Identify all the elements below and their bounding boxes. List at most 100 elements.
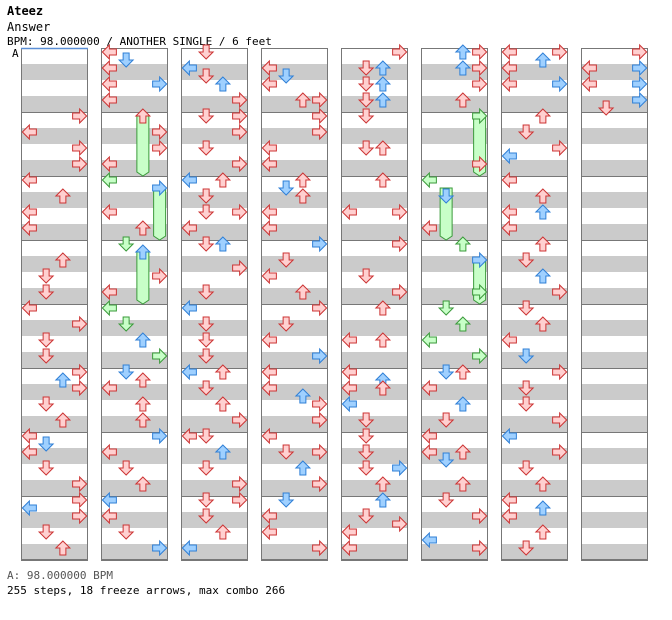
step-arrow: [261, 139, 277, 157]
step-arrow: [261, 523, 277, 541]
step-arrow: [72, 475, 88, 493]
step-arrow: [101, 443, 117, 461]
step-arrow: [374, 172, 392, 188]
beat-stripe: [101, 384, 168, 400]
step-arrow: [312, 235, 328, 253]
step-arrow: [261, 75, 277, 93]
beat-stripe: [341, 416, 408, 432]
beat-stripe: [21, 160, 88, 176]
step-arrow: [454, 92, 472, 108]
step-arrow: [232, 411, 248, 429]
beat-stripe: [341, 224, 408, 240]
step-arrow: [472, 283, 488, 301]
beat-stripe: [181, 384, 248, 400]
beat-stripe: [261, 160, 328, 176]
step-arrow: [501, 59, 517, 77]
beat-stripe: [421, 128, 488, 144]
beat-stripe: [421, 224, 488, 240]
beat-stripe: [181, 448, 248, 464]
step-arrow: [72, 363, 88, 381]
beat-stripe: [501, 64, 568, 80]
step-arrow: [152, 539, 168, 557]
step-arrow: [181, 171, 197, 189]
beat-stripe: [181, 256, 248, 272]
step-arrow: [421, 443, 437, 461]
step-arrow: [21, 499, 37, 517]
step-arrow: [214, 444, 232, 460]
beat-stripe: [101, 224, 168, 240]
step-arrow: [534, 188, 552, 204]
beat-stripe: [101, 160, 168, 176]
beat-stripe: [101, 96, 168, 112]
beat-stripe: [181, 192, 248, 208]
step-arrow: [294, 460, 312, 476]
step-arrow: [37, 524, 55, 540]
step-arrow: [37, 460, 55, 476]
step-arrow: [357, 268, 375, 284]
beat-stripe: [421, 288, 488, 304]
step-arrow: [472, 107, 488, 125]
step-arrow: [374, 92, 392, 108]
step-arrow: [392, 283, 408, 301]
step-arrow: [421, 379, 437, 397]
step-arrow: [197, 428, 215, 444]
step-arrow: [101, 75, 117, 93]
step-arrow: [472, 347, 488, 365]
step-arrow: [552, 43, 568, 61]
step-arrow: [214, 236, 232, 252]
step-arrow: [197, 204, 215, 220]
beat-stripe: [581, 384, 648, 400]
beat-stripe: [181, 352, 248, 368]
step-arrow: [501, 331, 517, 349]
step-arrow: [472, 155, 488, 173]
step-arrow: [472, 251, 488, 269]
beat-stripe: [421, 480, 488, 496]
step-arrow: [581, 59, 597, 77]
beat-stripe: [21, 352, 88, 368]
step-arrow: [341, 523, 357, 541]
step-arrow: [54, 412, 72, 428]
step-arrow: [312, 91, 328, 109]
step-arrow: [21, 443, 37, 461]
beat-stripe: [101, 320, 168, 336]
step-arrow: [454, 60, 472, 76]
beat-stripe: [581, 352, 648, 368]
step-arrow: [454, 396, 472, 412]
step-arrow: [152, 179, 168, 197]
step-arrow: [197, 332, 215, 348]
step-arrow: [454, 444, 472, 460]
step-arrow: [341, 203, 357, 221]
step-arrow: [232, 475, 248, 493]
step-arrow: [72, 139, 88, 157]
step-arrow: [392, 459, 408, 477]
step-arrow: [534, 524, 552, 540]
beat-stripe: [21, 224, 88, 240]
beat-stripe: [261, 352, 328, 368]
step-arrow: [341, 331, 357, 349]
step-arrow: [312, 411, 328, 429]
step-arrow: [21, 219, 37, 237]
step-arrow: [21, 123, 37, 141]
beat-stripe: [581, 224, 648, 240]
step-arrow: [501, 75, 517, 93]
step-arrow: [232, 123, 248, 141]
beat-stripe: [181, 416, 248, 432]
beat-stripe: [501, 512, 568, 528]
step-arrow: [501, 203, 517, 221]
step-arrow: [232, 491, 248, 509]
step-arrow: [437, 452, 455, 468]
step-arrow: [294, 92, 312, 108]
step-arrow: [214, 364, 232, 380]
step-arrow: [392, 203, 408, 221]
beat-stripe: [341, 512, 408, 528]
step-arrow: [534, 52, 552, 68]
step-arrow: [181, 539, 197, 557]
step-arrow: [501, 43, 517, 61]
beat-stripe: [261, 384, 328, 400]
step-arrow: [21, 171, 37, 189]
beat-stripe: [21, 480, 88, 496]
beat-stripe: [501, 224, 568, 240]
beat-stripe: [581, 96, 648, 112]
step-arrow: [632, 43, 648, 61]
